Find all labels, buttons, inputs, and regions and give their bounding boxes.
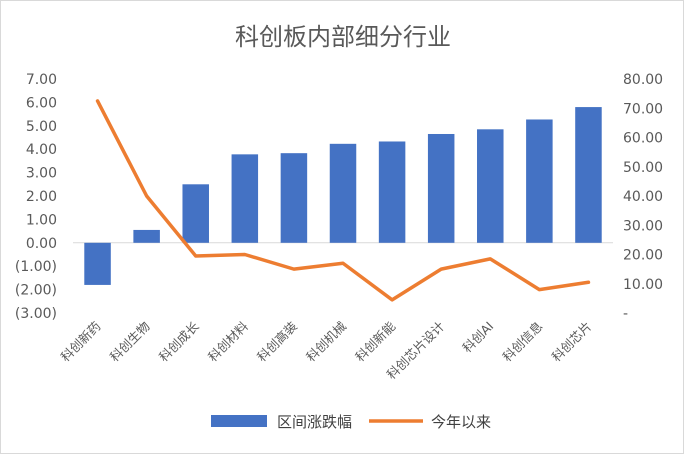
right-tick-label: - bbox=[623, 306, 628, 322]
bar-series bbox=[84, 107, 602, 285]
left-tick-label: 1.00 bbox=[26, 212, 57, 228]
category-label: 科创芯片 bbox=[549, 319, 595, 365]
category-label: 科创生物 bbox=[107, 319, 153, 365]
left-tick-label: (1.00) bbox=[15, 259, 57, 275]
legend-bar-label: 区间涨跌幅 bbox=[277, 413, 352, 431]
right-tick-label: 10.00 bbox=[623, 277, 663, 293]
left-tick-label: 4.00 bbox=[26, 142, 57, 158]
bar bbox=[477, 129, 504, 243]
bar bbox=[378, 141, 406, 243]
category-label: 科创新药 bbox=[58, 319, 104, 365]
legend-bar-swatch bbox=[211, 415, 267, 427]
bar bbox=[575, 107, 602, 243]
left-tick-label: 7.00 bbox=[26, 72, 57, 88]
category-label: 科创机械 bbox=[303, 318, 349, 364]
bar bbox=[427, 133, 455, 243]
legend: 区间涨跌幅 今年以来 bbox=[211, 413, 491, 431]
left-tick-label: (2.00) bbox=[15, 283, 57, 299]
right-tick-label: 60.00 bbox=[623, 131, 663, 147]
right-tick-label: 80.00 bbox=[623, 72, 663, 88]
left-tick-label: 2.00 bbox=[26, 189, 57, 205]
left-tick-label: 5.00 bbox=[26, 119, 57, 135]
right-tick-label: 40.00 bbox=[623, 189, 663, 205]
bar bbox=[329, 143, 357, 243]
left-tick-label: (3.00) bbox=[15, 306, 57, 322]
bar bbox=[526, 119, 553, 243]
left-axis-ticks: 7.00 6.00 5.00 4.00 3.00 2.00 1.00 0.00 (1.00) (2… bbox=[15, 72, 57, 322]
bar bbox=[280, 153, 308, 243]
category-label: 科创信息 bbox=[500, 319, 546, 365]
left-tick-label: 3.00 bbox=[26, 166, 57, 182]
bar bbox=[133, 229, 160, 243]
category-label: 科创高装 bbox=[254, 319, 300, 365]
left-tick-label: 0.00 bbox=[26, 236, 57, 252]
right-tick-label: 50.00 bbox=[623, 160, 663, 176]
bar bbox=[231, 154, 259, 243]
category-label: 科创材料 bbox=[205, 318, 251, 364]
right-tick-label: 20.00 bbox=[623, 248, 663, 264]
bar bbox=[182, 184, 209, 243]
category-label: 科创新能 bbox=[352, 318, 398, 364]
chart-title: 科创板内部细分行业 bbox=[235, 23, 451, 51]
right-tick-label: 30.00 bbox=[623, 218, 663, 234]
line-series bbox=[95, 99, 591, 302]
left-tick-label: 6.00 bbox=[26, 95, 57, 111]
bar bbox=[84, 242, 111, 285]
category-label: 科创AI bbox=[459, 319, 496, 356]
category-label: 科创成长 bbox=[156, 318, 202, 364]
right-tick-label: 70.00 bbox=[623, 101, 663, 117]
legend-line-label: 今年以来 bbox=[431, 413, 491, 431]
right-axis-ticks: 80.00 70.00 60.00 50.00 40.00 30.00 20.00 10.00… bbox=[623, 72, 663, 322]
